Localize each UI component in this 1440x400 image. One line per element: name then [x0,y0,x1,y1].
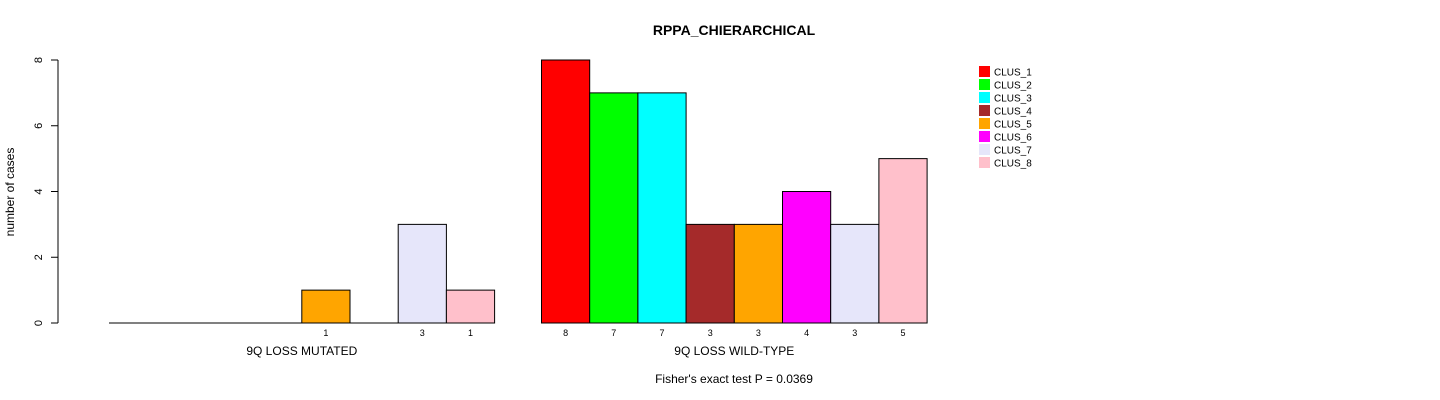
count-labels: 1 3 1 8 7 7 3 3 4 3 5 [323,328,905,338]
bar-count-label: 3 [420,328,425,338]
legend-label: CLUS_5 [994,120,1032,131]
bar-clus-4 [685,223,735,324]
chart-title: RPPA_CHIERARCHICAL [653,22,816,38]
legend-swatch [979,79,990,90]
bar-clus-8 [878,158,928,324]
y-tick-label: 4 [33,188,45,194]
fisher-test-footnote: Fisher's exact test P = 0.0369 [655,372,813,386]
legend-label: CLUS_4 [994,107,1032,118]
bar-clus-5 [301,289,351,324]
group-label: 9Q LOSS MUTATED [246,344,357,358]
legend-swatch [979,66,990,77]
y-tick-label: 2 [33,254,45,260]
bar-clus-3 [637,92,687,324]
bar-clus-1 [541,59,591,324]
legend-swatch [979,92,990,103]
bar-count-label: 3 [756,328,761,338]
bar-clus-2 [589,92,639,324]
bar-count-label: 5 [900,328,905,338]
legend-swatch [979,105,990,116]
bar-count-label: 1 [468,328,473,338]
y-tick-label: 0 [33,320,45,326]
bar-count-label: 3 [852,328,857,338]
legend-label: CLUS_3 [994,94,1032,105]
group-labels: 9Q LOSS MUTATED 9Q LOSS WILD-TYPE [246,344,794,358]
bar-count-label: 7 [659,328,664,338]
bar-count-label: 3 [708,328,713,338]
y-axis-label: number of cases [3,148,17,237]
legend-label: CLUS_1 [994,68,1032,79]
bar-clus-5 [733,223,783,324]
bar-clus-6 [782,191,832,324]
bars [109,59,928,324]
legend-swatch [979,157,990,168]
y-tick-label: 6 [33,123,45,129]
bar-clus-7 [397,223,447,324]
y-axis: 0 2 4 6 8 [33,57,59,326]
legend-swatch [979,118,990,129]
bar-clus-8 [445,289,496,324]
legend-label: CLUS_7 [994,146,1032,157]
bar-count-label: 1 [323,328,328,338]
legend-swatch [979,144,990,155]
bar-count-label: 4 [804,328,809,338]
bar-clus-7 [830,223,880,324]
y-tick-label: 8 [33,57,45,63]
legend-label: CLUS_8 [994,159,1032,170]
legend: CLUS_1 CLUS_2 CLUS_3 CLUS_4 CLUS_5 CLUS_6 CLUS… [979,66,1032,170]
bar-count-label: 7 [611,328,616,338]
legend-label: CLUS_6 [994,133,1032,144]
legend-swatch [979,131,990,142]
legend-label: CLUS_2 [994,81,1032,92]
bar-count-label: 8 [563,328,568,338]
group-label: 9Q LOSS WILD-TYPE [674,344,794,358]
